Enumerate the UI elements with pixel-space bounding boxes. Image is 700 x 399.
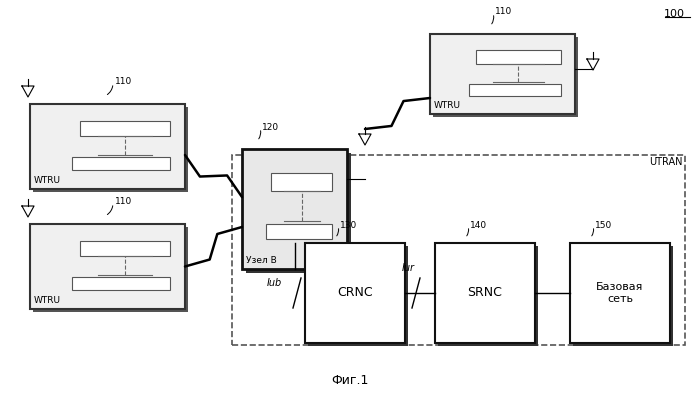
Bar: [33, 107, 188, 192]
Bar: [469, 84, 561, 97]
Bar: [72, 157, 169, 170]
Bar: [232, 155, 685, 345]
Bar: [30, 104, 185, 189]
Text: UTRAN: UTRAN: [650, 157, 683, 167]
Text: Iub: Iub: [267, 278, 282, 288]
Bar: [433, 37, 578, 117]
Bar: [570, 243, 670, 343]
Bar: [430, 34, 575, 114]
Bar: [242, 149, 347, 269]
Text: Фиг.1: Фиг.1: [331, 375, 369, 387]
Bar: [30, 224, 185, 309]
Bar: [80, 121, 169, 136]
Bar: [266, 224, 332, 239]
Text: 150: 150: [595, 221, 612, 229]
Text: CRNC: CRNC: [337, 286, 373, 300]
Text: 100: 100: [664, 9, 685, 19]
Text: 110: 110: [495, 8, 512, 16]
Bar: [305, 243, 405, 343]
Text: 110: 110: [115, 198, 132, 207]
Text: Базовая
сеть: Базовая сеть: [596, 282, 644, 304]
Text: WTRU: WTRU: [34, 176, 61, 185]
Bar: [80, 241, 169, 256]
Bar: [308, 246, 408, 346]
Text: SRNC: SRNC: [468, 286, 503, 300]
Bar: [573, 246, 673, 346]
Bar: [272, 173, 332, 191]
Bar: [435, 243, 535, 343]
Text: 110: 110: [115, 77, 132, 87]
Text: Iur: Iur: [402, 263, 415, 273]
Bar: [33, 227, 188, 312]
Text: 120: 120: [262, 122, 279, 132]
Text: Узел В: Узел В: [246, 256, 276, 265]
Bar: [438, 246, 538, 346]
Text: WTRU: WTRU: [34, 296, 61, 305]
Bar: [477, 50, 561, 64]
Text: 130: 130: [340, 221, 357, 229]
Bar: [246, 153, 351, 273]
Text: WTRU: WTRU: [434, 101, 461, 110]
Bar: [72, 277, 169, 290]
Text: 140: 140: [470, 221, 487, 229]
